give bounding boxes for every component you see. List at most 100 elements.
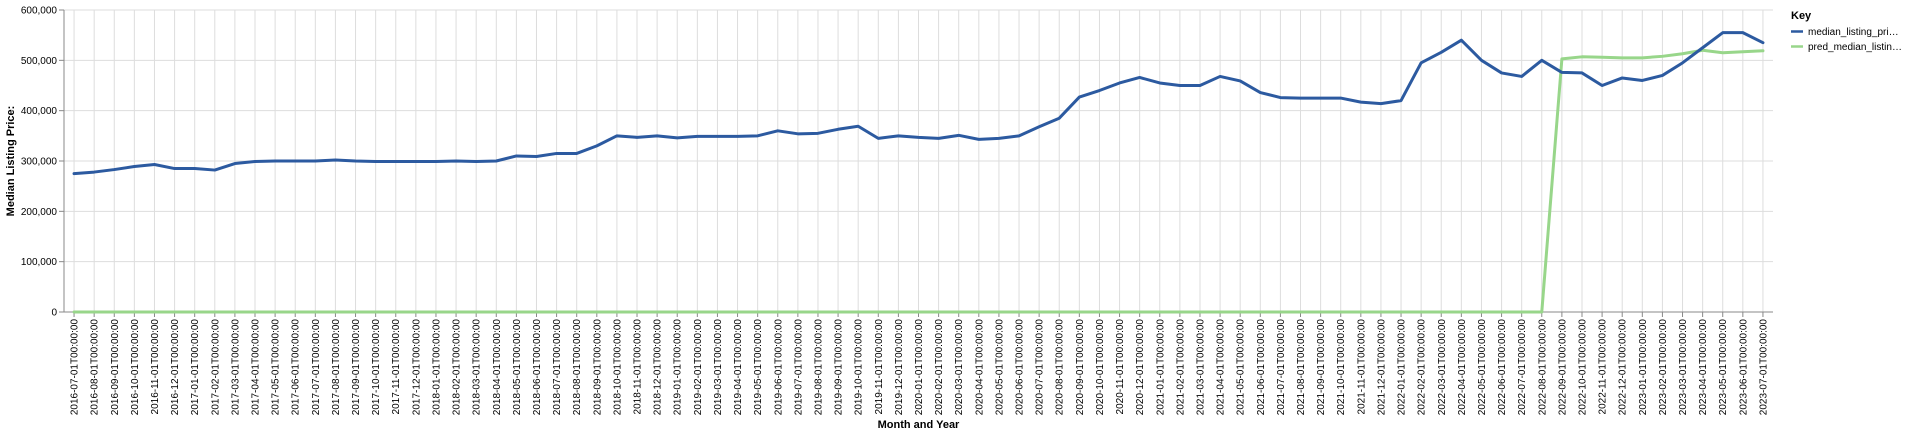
x-tick-label: 2020-07-01T00:00:00	[1035, 319, 1046, 416]
x-tick-label: 2021-05-01T00:00:00	[1236, 319, 1247, 416]
x-tick-label: 2023-03-01T00:00:00	[1678, 319, 1689, 416]
x-tick-label: 2019-11-01T00:00:00	[874, 319, 885, 415]
x-tick-label: 2021-07-01T00:00:00	[1276, 319, 1287, 416]
x-tick-label: 2016-12-01T00:00:00	[170, 319, 181, 416]
series-lines	[72, 31, 1765, 314]
x-tick-label: 2020-09-01T00:00:00	[1075, 319, 1086, 416]
y-tick-label: 100,000	[21, 257, 58, 268]
x-tick-label: 2020-06-01T00:00:00	[1015, 319, 1026, 416]
x-tick-label: 2017-02-01T00:00:00	[210, 319, 221, 416]
x-tick-label: 2019-04-01T00:00:00	[733, 319, 744, 416]
x-tick-label: 2019-01-01T00:00:00	[673, 319, 684, 416]
x-tick-label: 2017-04-01T00:00:00	[251, 319, 262, 416]
x-tick-label: 2023-07-01T00:00:00	[1758, 319, 1769, 416]
x-tick-label: 2020-02-01T00:00:00	[934, 319, 945, 416]
x-tick-label: 2018-02-01T00:00:00	[452, 319, 463, 416]
x-tick-label: 2018-09-01T00:00:00	[592, 319, 603, 416]
legend-label: median_listing_pri…	[1808, 27, 1899, 38]
x-tick-label: 2018-07-01T00:00:00	[552, 319, 563, 416]
x-tick-label: 2021-09-01T00:00:00	[1316, 319, 1327, 416]
x-tick-label: 2019-12-01T00:00:00	[894, 319, 905, 416]
x-tick-label: 2020-01-01T00:00:00	[914, 319, 925, 416]
x-tick-label: 2017-06-01T00:00:00	[291, 319, 302, 416]
x-tick-label: 2016-11-01T00:00:00	[150, 319, 161, 415]
x-tick-label: 2019-02-01T00:00:00	[693, 319, 704, 416]
series-line-0	[72, 31, 1765, 176]
x-tick-label: 2022-09-01T00:00:00	[1557, 319, 1568, 416]
x-tick-label: 2020-08-01T00:00:00	[1055, 319, 1066, 416]
gridlines	[64, 9, 1773, 313]
y-tick-label: 400,000	[21, 106, 58, 117]
x-tick-label: 2020-10-01T00:00:00	[1095, 319, 1106, 416]
y-tick-label: 500,000	[21, 56, 58, 67]
y-tick-label: 600,000	[21, 6, 58, 17]
x-tick-label: 2022-12-01T00:00:00	[1618, 319, 1629, 416]
x-tick-label: 2021-02-01T00:00:00	[1175, 319, 1186, 416]
x-tick-label: 2023-06-01T00:00:00	[1738, 319, 1749, 416]
x-tick-label: 2018-03-01T00:00:00	[472, 319, 483, 416]
x-tick-label: 2019-08-01T00:00:00	[813, 319, 824, 416]
x-tick-label: 2017-08-01T00:00:00	[331, 319, 342, 416]
y-tick-label: 0	[51, 308, 57, 319]
x-tick-label: 2022-03-01T00:00:00	[1437, 319, 1448, 416]
x-tick-label: 2021-01-01T00:00:00	[1155, 319, 1166, 416]
x-tick-label: 2016-09-01T00:00:00	[110, 319, 121, 416]
x-tick-label: 2019-05-01T00:00:00	[753, 319, 764, 416]
x-tick-label: 2019-07-01T00:00:00	[793, 319, 804, 416]
x-tick-label: 2020-11-01T00:00:00	[1115, 319, 1126, 415]
x-tick-label: 2021-11-01T00:00:00	[1356, 319, 1367, 415]
x-tick-label: 2019-03-01T00:00:00	[713, 319, 724, 416]
x-tick-label: 2022-04-01T00:00:00	[1457, 319, 1468, 416]
x-axis-ticks: 2016-07-01T00:00:00 2016-08-01T00:00:00 20…	[70, 312, 1769, 416]
x-tick-label: 2017-11-01T00:00:00	[391, 319, 402, 415]
x-tick-label: 2020-03-01T00:00:00	[954, 319, 965, 416]
x-tick-label: 2017-10-01T00:00:00	[371, 319, 382, 416]
x-tick-label: 2022-02-01T00:00:00	[1417, 319, 1428, 416]
x-tick-label: 2018-10-01T00:00:00	[612, 319, 623, 416]
x-tick-label: 2021-10-01T00:00:00	[1336, 319, 1347, 416]
series-line-1	[72, 48, 1765, 314]
x-tick-label: 2018-08-01T00:00:00	[572, 319, 583, 416]
x-tick-label: 2020-12-01T00:00:00	[1135, 319, 1146, 416]
x-tick-label: 2021-06-01T00:00:00	[1256, 319, 1267, 416]
x-tick-label: 2022-10-01T00:00:00	[1577, 319, 1588, 416]
y-axis-title: Median Listing Price:	[5, 106, 17, 217]
x-tick-label: 2022-05-01T00:00:00	[1477, 319, 1488, 416]
x-tick-label: 2021-08-01T00:00:00	[1296, 319, 1307, 416]
x-tick-label: 2020-04-01T00:00:00	[974, 319, 985, 416]
x-tick-label: 2016-08-01T00:00:00	[90, 319, 101, 416]
x-tick-label: 2022-01-01T00:00:00	[1397, 319, 1408, 416]
y-axis: 0 100,000 200,000 300,000 400,000 500,000 600,…	[21, 6, 65, 319]
x-tick-label: 2018-05-01T00:00:00	[512, 319, 523, 416]
x-tick-label: 2016-10-01T00:00:00	[130, 319, 141, 416]
legend: Key median_listing_pri… pred_median_listi…	[1791, 10, 1902, 53]
x-tick-label: 2017-03-01T00:00:00	[230, 319, 241, 416]
x-tick-label: 2023-01-01T00:00:00	[1638, 319, 1649, 416]
x-tick-label: 2016-07-01T00:00:00	[70, 319, 81, 416]
x-tick-label: 2017-07-01T00:00:00	[311, 319, 322, 416]
x-tick-label: 2022-08-01T00:00:00	[1537, 319, 1548, 416]
y-tick-label: 300,000	[21, 157, 58, 168]
x-tick-label: 2018-06-01T00:00:00	[532, 319, 543, 416]
x-tick-label: 2023-02-01T00:00:00	[1658, 319, 1669, 416]
legend-label: pred_median_listin…	[1808, 42, 1902, 53]
x-tick-label: 2023-04-01T00:00:00	[1698, 319, 1709, 416]
x-tick-label: 2021-12-01T00:00:00	[1376, 319, 1387, 416]
x-tick-label: 2019-09-01T00:00:00	[834, 319, 845, 416]
x-tick-label: 2019-10-01T00:00:00	[854, 319, 865, 416]
x-axis-title: Month and Year	[878, 419, 960, 431]
x-tick-label: 2022-07-01T00:00:00	[1517, 319, 1528, 416]
x-tick-label: 2021-04-01T00:00:00	[1216, 319, 1227, 416]
x-tick-label: 2020-05-01T00:00:00	[994, 319, 1005, 416]
y-tick-label: 200,000	[21, 207, 58, 218]
x-tick-label: 2018-12-01T00:00:00	[653, 319, 664, 416]
x-tick-label: 2021-03-01T00:00:00	[1195, 319, 1206, 416]
x-tick-label: 2019-06-01T00:00:00	[773, 319, 784, 416]
x-tick-label: 2022-11-01T00:00:00	[1598, 319, 1609, 415]
legend-items: median_listing_pri… pred_median_listin…	[1791, 27, 1902, 53]
legend-title: Key	[1791, 10, 1812, 22]
x-tick-label: 2017-05-01T00:00:00	[271, 319, 282, 416]
x-tick-label: 2017-01-01T00:00:00	[190, 319, 201, 416]
x-tick-label: 2022-06-01T00:00:00	[1497, 319, 1508, 416]
